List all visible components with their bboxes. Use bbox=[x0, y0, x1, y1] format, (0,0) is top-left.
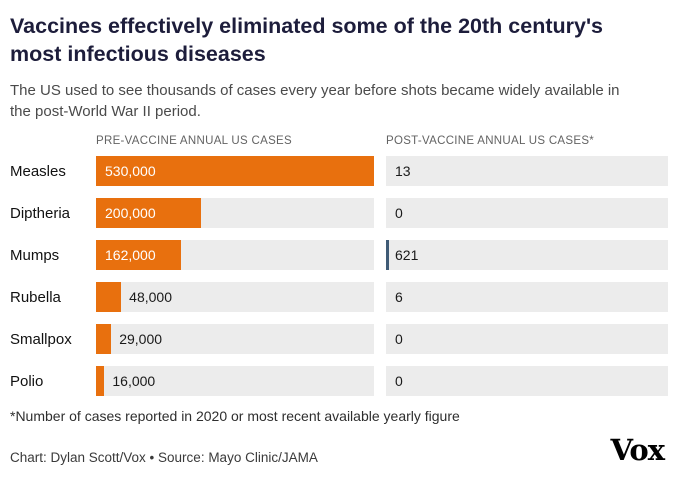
post-vaccine-bar-track: 0 bbox=[386, 366, 668, 397]
pre-vaccine-bar-track: 16,000 bbox=[96, 366, 374, 397]
pre-vaccine-value: 16,000 bbox=[112, 373, 156, 390]
pre-vaccine-bar-track: 200,000 bbox=[96, 198, 374, 229]
disease-label: Smallpox bbox=[10, 330, 72, 348]
disease-label: Rubella bbox=[10, 288, 61, 306]
pre-vaccine-bar-track: 162,000 bbox=[96, 240, 374, 271]
post-vaccine-bar-track: 621 bbox=[386, 240, 668, 271]
pre-vaccine-bar-track: 48,000 bbox=[96, 282, 374, 313]
table-row: Polio 16,000 0 bbox=[10, 366, 668, 397]
post-vaccine-bar bbox=[386, 240, 389, 271]
column-headers: PRE-VACCINE ANNUAL US CASES POST-VACCINE… bbox=[10, 135, 668, 147]
pre-vaccine-bar bbox=[96, 324, 112, 355]
pre-vaccine-bar bbox=[96, 282, 122, 313]
table-row: Mumps 162,000 621 bbox=[10, 240, 668, 271]
disease-label: Measles bbox=[10, 162, 66, 180]
chart-rows: Measles 530,000 13 Diptheria 200,000 0 Mumps 16… bbox=[10, 156, 668, 397]
pre-vaccine-bar-track: 530,000 bbox=[96, 156, 374, 187]
vox-logo: Vox bbox=[610, 433, 665, 468]
table-row: Measles 530,000 13 bbox=[10, 156, 668, 187]
disease-label: Polio bbox=[10, 372, 44, 390]
chart-card: Vaccines effectively eliminated some of … bbox=[10, 14, 668, 468]
page-title: Vaccines effectively eliminated some of … bbox=[10, 14, 604, 66]
source-credit: Chart: Dylan Scott/Vox • Source: Mayo Cl… bbox=[10, 450, 318, 466]
post-vaccine-value: 621 bbox=[395, 247, 419, 264]
pre-vaccine-bar-track: 29,000 bbox=[96, 324, 374, 355]
post-vaccine-value: 0 bbox=[395, 373, 403, 390]
table-row: Diptheria 200,000 0 bbox=[10, 198, 668, 229]
pre-vaccine-column-header: PRE-VACCINE ANNUAL US CASES bbox=[96, 135, 292, 148]
pre-vaccine-bar: 200,000 bbox=[96, 198, 201, 229]
post-vaccine-bar-track: 0 bbox=[386, 324, 668, 355]
pre-vaccine-bar: 530,000 bbox=[96, 156, 374, 187]
post-vaccine-value: 13 bbox=[395, 163, 411, 180]
disease-label: Mumps bbox=[10, 246, 60, 264]
table-row: Rubella 48,000 6 bbox=[10, 282, 668, 313]
post-vaccine-column-header: POST-VACCINE ANNUAL US CASES* bbox=[386, 135, 595, 148]
pre-vaccine-bar bbox=[96, 366, 105, 397]
table-row: Smallpox 29,000 0 bbox=[10, 324, 668, 355]
footnote: *Number of cases reported in 2020 or mos… bbox=[10, 408, 460, 425]
disease-label: Diptheria bbox=[10, 204, 71, 222]
chart-subtitle: The US used to see thousands of cases ev… bbox=[10, 81, 620, 121]
pre-vaccine-value: 530,000 bbox=[105, 163, 156, 180]
pre-vaccine-value: 162,000 bbox=[105, 247, 156, 264]
credit-row: Chart: Dylan Scott/Vox • Source: Mayo Cl… bbox=[10, 433, 668, 468]
pre-vaccine-value: 200,000 bbox=[105, 205, 156, 222]
pre-vaccine-value: 48,000 bbox=[129, 289, 172, 306]
post-vaccine-bar-track: 0 bbox=[386, 198, 668, 229]
post-vaccine-value: 0 bbox=[395, 331, 403, 348]
post-vaccine-bar-track: 6 bbox=[386, 282, 668, 313]
post-vaccine-value: 6 bbox=[395, 289, 403, 306]
pre-vaccine-value: 29,000 bbox=[119, 331, 163, 348]
post-vaccine-value: 0 bbox=[395, 205, 403, 222]
pre-vaccine-bar: 162,000 bbox=[96, 240, 181, 271]
post-vaccine-bar-track: 13 bbox=[386, 156, 668, 187]
